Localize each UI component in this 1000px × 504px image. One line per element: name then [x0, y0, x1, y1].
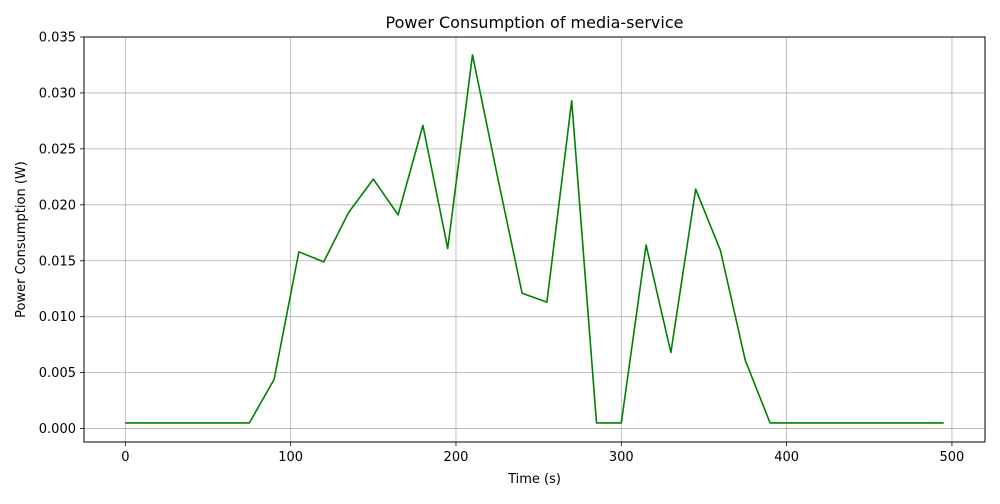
tick-layer: 0 100 200 300 400 500 0.000 0.005 0.010 0.015 0.02… [39, 31, 965, 466]
x-tick-label: 100 [278, 450, 303, 465]
x-tick-label: 200 [444, 450, 469, 465]
x-axis-title: Time (s) [507, 472, 561, 487]
y-tick-label: 0.010 [39, 310, 76, 325]
y-tick-label: 0.025 [39, 142, 76, 157]
y-tick-label: 0.000 [39, 422, 76, 437]
y-tick-label: 0.035 [39, 31, 76, 46]
series-line [125, 54, 944, 424]
x-tick-label: 300 [609, 450, 634, 465]
plot-area-frame [83, 36, 986, 443]
y-axis-title: Power Consumption (W) [14, 161, 29, 318]
y-tick-label: 0.020 [39, 198, 76, 213]
x-tick-label: 500 [940, 450, 965, 465]
chart-title: Power Consumption of media-service [386, 13, 684, 32]
y-tick-label: 0.005 [39, 366, 76, 381]
grid-layer [84, 36, 985, 442]
y-tick-label: 0.030 [39, 86, 76, 101]
series-layer [125, 54, 944, 424]
x-tick-label: 400 [774, 450, 799, 465]
x-tick-label: 0 [121, 450, 129, 465]
y-tick-label: 0.015 [39, 254, 76, 269]
